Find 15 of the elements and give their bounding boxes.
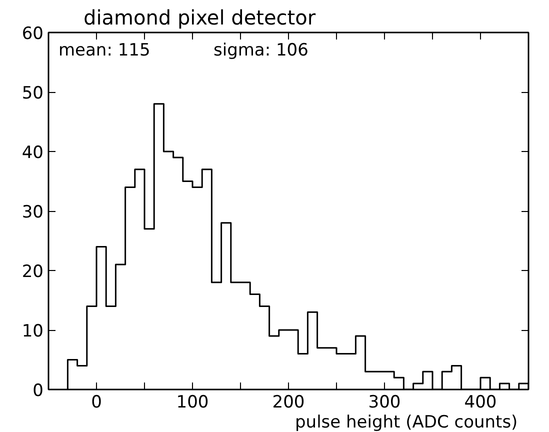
annotation: mean: 115 [58,40,150,60]
y-tick-label: 40 [22,143,44,163]
x-axis-title: pulse height (ADC counts) [295,412,518,432]
y-tick-label: 50 [22,84,44,104]
x-tick-label: 200 [272,392,305,412]
chart-title: diamond pixel detector [84,6,316,30]
x-tick-label: 400 [464,392,497,412]
x-tick-label: 0 [91,392,102,412]
y-tick-label: 10 [22,322,44,342]
annotation: sigma: 106 [214,40,308,60]
y-tick-label: 20 [22,262,44,282]
x-tick-label: 300 [368,392,401,412]
x-tick-label: 100 [176,392,209,412]
y-tick-label: 60 [22,24,44,44]
y-tick-label: 30 [22,202,44,222]
